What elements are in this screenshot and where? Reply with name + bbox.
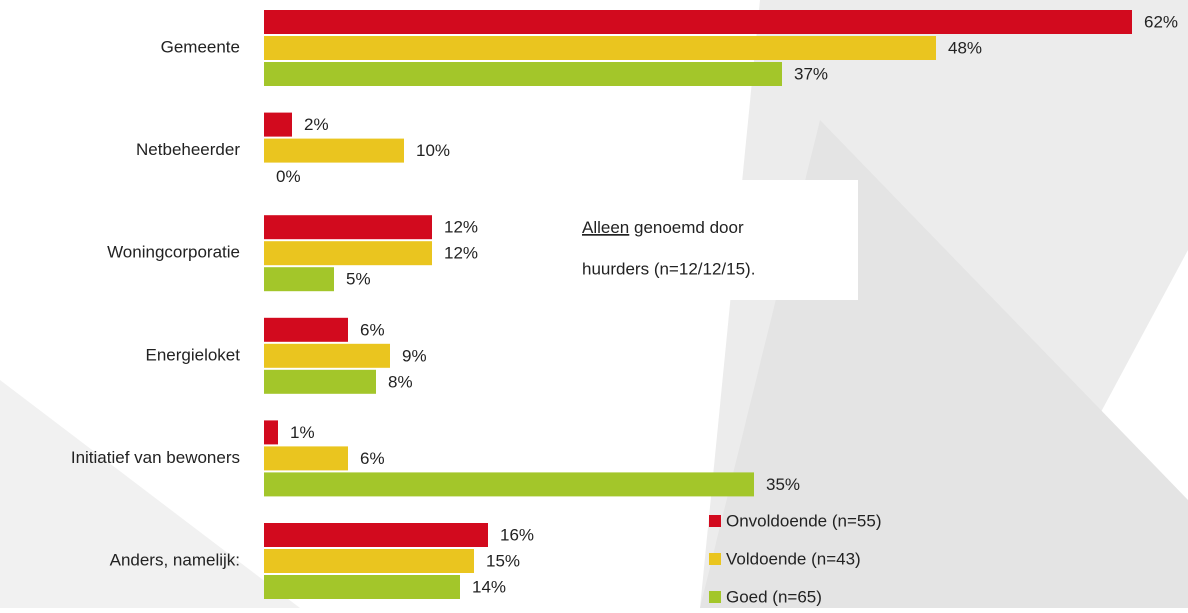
bar <box>264 241 432 266</box>
bar <box>264 62 782 86</box>
bar <box>264 575 460 599</box>
callout: Alleen genoemd door huurders (n=12/12/15… <box>517 180 858 300</box>
bar <box>264 317 348 342</box>
value-label: 14% <box>472 577 506 596</box>
bar <box>264 446 348 471</box>
legend-swatch <box>709 591 721 603</box>
bar <box>264 112 292 137</box>
category-label: Gemeente <box>161 37 240 56</box>
bar <box>264 472 754 497</box>
category-label: Initiatief van bewoners <box>71 448 240 467</box>
value-label: 12% <box>444 218 478 237</box>
value-label: 0% <box>276 167 301 186</box>
legend-swatch <box>709 553 721 565</box>
category-label: Woningcorporatie <box>107 243 240 262</box>
bar <box>264 523 488 547</box>
value-label: 16% <box>500 525 534 544</box>
bar <box>264 36 936 60</box>
bar <box>264 343 390 368</box>
category-label: Netbeheerder <box>136 140 240 159</box>
annotation-line: Alleen genoemd door <box>582 218 744 237</box>
background-shape <box>0 380 300 608</box>
bar <box>264 10 1132 34</box>
value-label: 62% <box>1144 12 1178 31</box>
annotation-text: genoemd door <box>629 218 744 237</box>
value-label: 48% <box>948 38 982 57</box>
category-label: Anders, namelijk: <box>110 550 240 569</box>
callout-box <box>517 180 858 300</box>
legend-label: Onvoldoende (n=55) <box>726 511 881 530</box>
value-label: 35% <box>766 475 800 494</box>
value-label: 8% <box>388 372 413 391</box>
value-label: 2% <box>304 115 329 134</box>
category-label: Energieloket <box>145 345 240 364</box>
value-label: 6% <box>360 449 385 468</box>
value-label: 5% <box>346 270 371 289</box>
legend-label: Voldoende (n=43) <box>726 549 861 568</box>
value-label: 9% <box>402 346 427 365</box>
bar <box>264 549 474 573</box>
value-label: 1% <box>290 423 315 442</box>
value-label: 15% <box>486 551 520 570</box>
bar <box>264 267 334 292</box>
bar <box>264 369 376 394</box>
bar <box>264 138 404 163</box>
legend-label: Goed (n=65) <box>726 587 822 606</box>
bar <box>264 215 432 240</box>
value-label: 12% <box>444 244 478 263</box>
value-label: 37% <box>794 64 828 83</box>
bar <box>264 420 278 445</box>
legend-swatch <box>709 515 721 527</box>
annotation-emphasis: Alleen <box>582 218 629 237</box>
value-label: 6% <box>360 320 385 339</box>
value-label: 10% <box>416 141 450 160</box>
annotation-line: huurders (n=12/12/15). <box>582 259 755 278</box>
